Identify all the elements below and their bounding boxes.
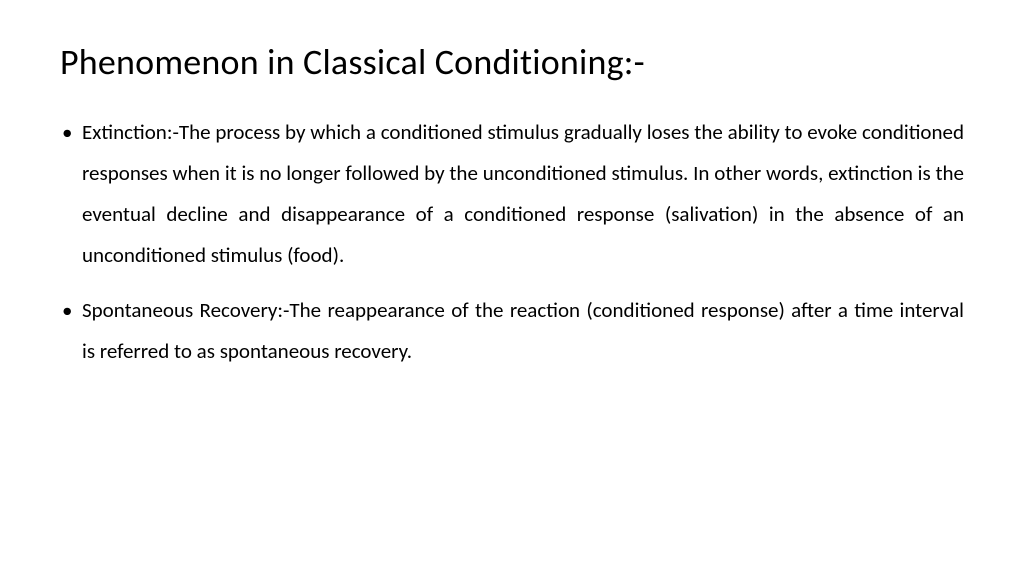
slide-container: Phenomenon in Classical Conditioning:- E… [0, 0, 1024, 576]
bullet-list: Extinction:-The process by which a condi… [60, 112, 964, 372]
list-item: Extinction:-The process by which a condi… [60, 112, 964, 276]
list-item: Spontaneous Recovery:-The reappearance o… [60, 290, 964, 372]
slide-title: Phenomenon in Classical Conditioning:- [60, 40, 964, 84]
